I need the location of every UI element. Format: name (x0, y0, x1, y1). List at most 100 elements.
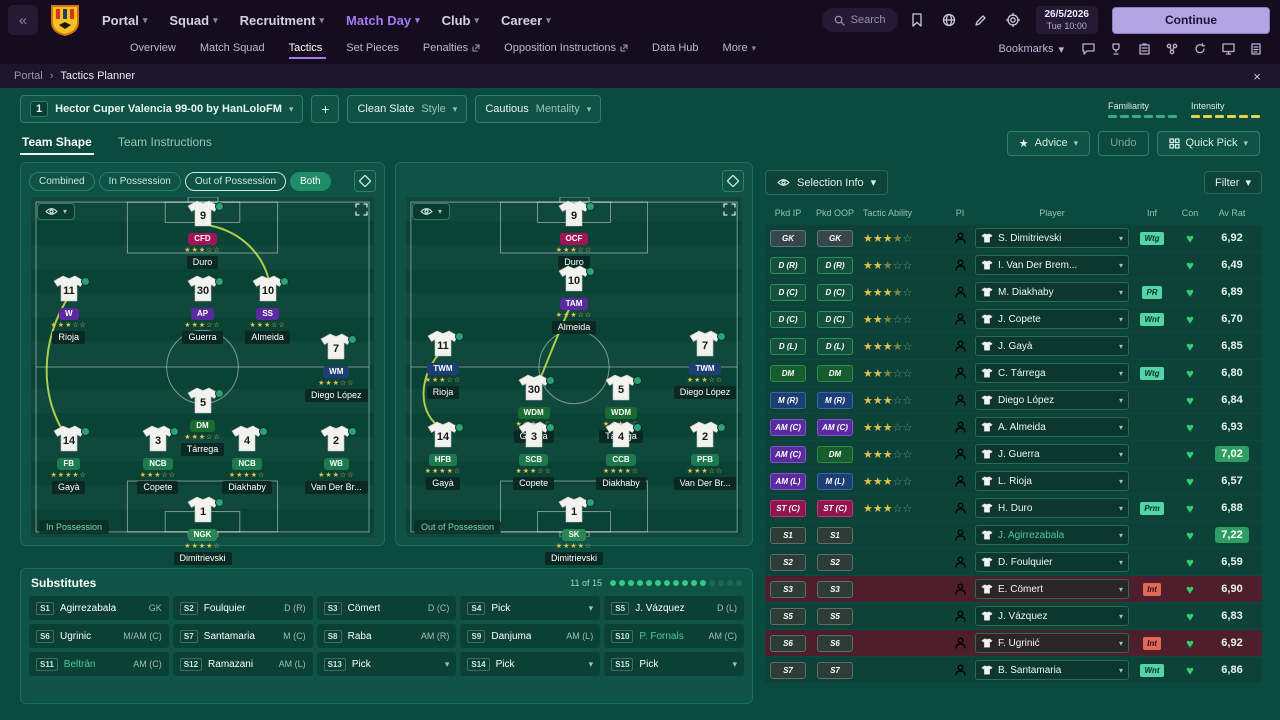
player-instructions-icon[interactable] (947, 367, 973, 379)
table-row[interactable]: M (R) M (R) ★★★ ☆☆ Diego López ▾ ♥ 6,84 (765, 387, 1262, 413)
tab-team-instructions[interactable]: Team Instructions (117, 135, 212, 149)
pitch-filter-pill[interactable]: Both (290, 171, 331, 191)
player-select[interactable]: M. Diakhaby ▾ (975, 282, 1129, 302)
player-chip[interactable]: 3 NCB ★★★☆☆ Copete (118, 425, 198, 498)
table-row[interactable]: S2 S2 D. Foulquier ▾ ♥ 6,59 (765, 549, 1262, 575)
pitch-filter-pill[interactable]: Combined (29, 171, 95, 191)
player-select[interactable]: E. Cömert ▾ (975, 579, 1129, 599)
player-instructions-icon[interactable] (947, 556, 973, 568)
menu-item[interactable]: Club ▾ (432, 9, 489, 32)
table-row[interactable]: D (L) D (L) ★★★ ★ ☆ J. Gayà ▾ ♥ 6,85 (765, 333, 1262, 359)
player-select[interactable]: L. Rioja ▾ (975, 471, 1129, 491)
player-instructions-icon[interactable] (947, 286, 973, 298)
table-row[interactable]: S5 S5 J. Vázquez ▾ ♥ 6,83 (765, 603, 1262, 629)
player-select[interactable]: B. Santamaria ▾ (975, 660, 1129, 680)
visibility-dropdown[interactable]: ▾ (412, 203, 451, 220)
table-row[interactable]: D (C) D (C) ★★ ★ ☆☆ J. Copete ▾ Wnt ♥ 6,70 (765, 306, 1262, 332)
substitute-slot[interactable]: S1 Agirrezabala ▾ GK (29, 596, 169, 620)
close-icon[interactable]: × (1253, 68, 1261, 84)
player-instructions-icon[interactable] (947, 448, 973, 460)
player-chip[interactable]: 4 NCB ★★★★☆ Diakhaby (207, 425, 287, 498)
tab-team-shape[interactable]: Team Shape (20, 131, 94, 155)
pitch-view-icon[interactable] (354, 170, 376, 192)
table-row[interactable]: ST (C) ST (C) ★★★ ☆☆ H. Duro ▾ Prm ♥ 6,88 (765, 495, 1262, 521)
player-chip[interactable]: 30 AP ★★★☆☆ Guerra (163, 275, 243, 348)
substitute-slot[interactable]: S11 Beltrán ▾ AM (C) (29, 652, 169, 676)
player-chip[interactable]: 3 SCB ★★★☆☆ Copete (494, 421, 574, 494)
player-chip[interactable]: 7 TWM ★★★☆☆ Diego López (665, 330, 745, 403)
undo-button[interactable]: Undo (1098, 130, 1149, 156)
player-instructions-icon[interactable] (947, 475, 973, 487)
chat-icon[interactable] (1078, 39, 1098, 59)
player-select[interactable]: D. Foulquier ▾ (975, 552, 1129, 572)
col-pi[interactable]: PI (955, 208, 965, 218)
subnav-link[interactable]: Match Squad (200, 39, 269, 59)
selection-info-dropdown[interactable]: Selection Info ▾ (765, 170, 889, 195)
pitch-view-icon[interactable] (722, 170, 744, 192)
clipboard-icon[interactable] (1134, 39, 1154, 59)
player-select[interactable]: Diego López ▾ (975, 390, 1129, 410)
subnav-link[interactable]: More ▾ (723, 39, 757, 59)
player-chip[interactable]: 2 WB ★★★☆☆ Van Der Br... (296, 425, 376, 498)
breadcrumb-root[interactable]: Portal (14, 70, 43, 82)
player-select[interactable]: A. Almeida ▾ (975, 417, 1129, 437)
col-av-rat[interactable]: Av Rat (1218, 208, 1246, 218)
collapse-sidebar-button[interactable]: « (8, 5, 38, 35)
substitute-slot[interactable]: S14 Pick ▾ (460, 652, 601, 676)
world-icon[interactable] (936, 7, 962, 33)
search-input[interactable]: Search (821, 8, 898, 32)
expand-icon[interactable] (723, 203, 736, 221)
subnav-link[interactable]: Set Pieces (346, 39, 403, 59)
subnav-link[interactable]: Opposition Instructions (504, 39, 632, 59)
table-row[interactable]: S3 S3 E. Cömert ▾ Int ♥ 6,90 (765, 576, 1262, 602)
substitute-slot[interactable]: S13 Pick ▾ (316, 652, 457, 676)
player-instructions-icon[interactable] (947, 610, 973, 622)
table-row[interactable]: AM (C) DM ★★★ ☆☆ J. Guerra ▾ ♥ 7,02 (765, 441, 1262, 467)
refresh-icon[interactable] (1190, 39, 1210, 59)
player-instructions-icon[interactable] (947, 340, 973, 352)
substitute-slot[interactable]: S10 P. Fornals ▾ AM (C) (604, 624, 744, 648)
player-instructions-icon[interactable] (947, 637, 973, 649)
menu-item[interactable]: Career ▾ (491, 9, 561, 32)
player-instructions-icon[interactable] (947, 259, 973, 271)
player-chip[interactable]: 14 HFB ★★★★☆ Gayà (403, 421, 483, 494)
player-select[interactable]: F. Ugrinić ▾ (975, 633, 1129, 653)
col-con[interactable]: Con (1181, 208, 1199, 218)
table-row[interactable]: AM (C) AM (C) ★★★ ☆☆ A. Almeida ▾ ♥ 6,93 (765, 414, 1262, 440)
substitute-slot[interactable]: S2 Foulquier ▾ D (R) (172, 596, 313, 620)
player-chip[interactable]: 14 FB ★★★★☆ Gayà (29, 425, 109, 498)
edit-icon[interactable] (968, 7, 994, 33)
col-inf[interactable]: Inf (1146, 208, 1157, 218)
bookmarks-dropdown[interactable]: Bookmarks ▾ (998, 43, 1064, 56)
substitute-slot[interactable]: S8 Raba ▾ AM (R) (316, 624, 457, 648)
menu-item[interactable]: Squad ▾ (159, 9, 227, 32)
table-row[interactable]: AM (L) M (L) ★★★ ☆☆ L. Rioja ▾ ♥ 6,57 (765, 468, 1262, 494)
player-instructions-icon[interactable] (947, 394, 973, 406)
monitor-icon[interactable] (1218, 39, 1238, 59)
expand-icon[interactable] (355, 203, 368, 221)
network-icon[interactable] (1162, 39, 1182, 59)
mentality-selector[interactable]: Cautious Mentality ▾ (475, 95, 602, 123)
style-selector[interactable]: Clean Slate Style ▾ (347, 95, 468, 123)
player-select[interactable]: H. Duro ▾ (975, 498, 1129, 518)
pitch-filter-pill[interactable]: In Possession (98, 171, 181, 191)
substitute-slot[interactable]: S4 Pick ▾ (460, 596, 601, 620)
col-player[interactable]: Player (1039, 208, 1065, 218)
trophy-icon[interactable] (1106, 39, 1126, 59)
player-chip[interactable]: 1 SK ★★★★☆ Dimitrievski (534, 496, 614, 569)
player-select[interactable]: J. Copete ▾ (975, 309, 1129, 329)
player-chip[interactable]: 9 OCF ★★★☆☆ Duro (534, 200, 614, 273)
substitute-slot[interactable]: S6 Ugrinic ▾ M/AM (C) (29, 624, 169, 648)
settings-gear-icon[interactable] (1000, 7, 1026, 33)
table-row[interactable]: DM DM ★★ ★ ☆☆ C. Tárrega ▾ Wtg ♥ 6,80 (765, 360, 1262, 386)
advice-button[interactable]: ★ Advice ▾ (1006, 130, 1091, 156)
continue-button[interactable]: Continue (1112, 6, 1270, 34)
player-chip[interactable]: 11 TWM ★★★☆☆ Rioja (403, 330, 483, 403)
player-select[interactable]: C. Tárrega ▾ (975, 363, 1129, 383)
player-select[interactable]: S. Dimitrievski ▾ (975, 228, 1129, 248)
col-pkd-oop[interactable]: Pkd OOP (815, 208, 854, 218)
menu-item[interactable]: Recruitment ▾ (230, 9, 334, 32)
substitute-slot[interactable]: S15 Pick ▾ (604, 652, 744, 676)
table-row[interactable]: S7 S7 B. Santamaria ▾ Wnt ♥ 6,86 (765, 657, 1262, 683)
player-select[interactable]: J. Guerra ▾ (975, 444, 1129, 464)
